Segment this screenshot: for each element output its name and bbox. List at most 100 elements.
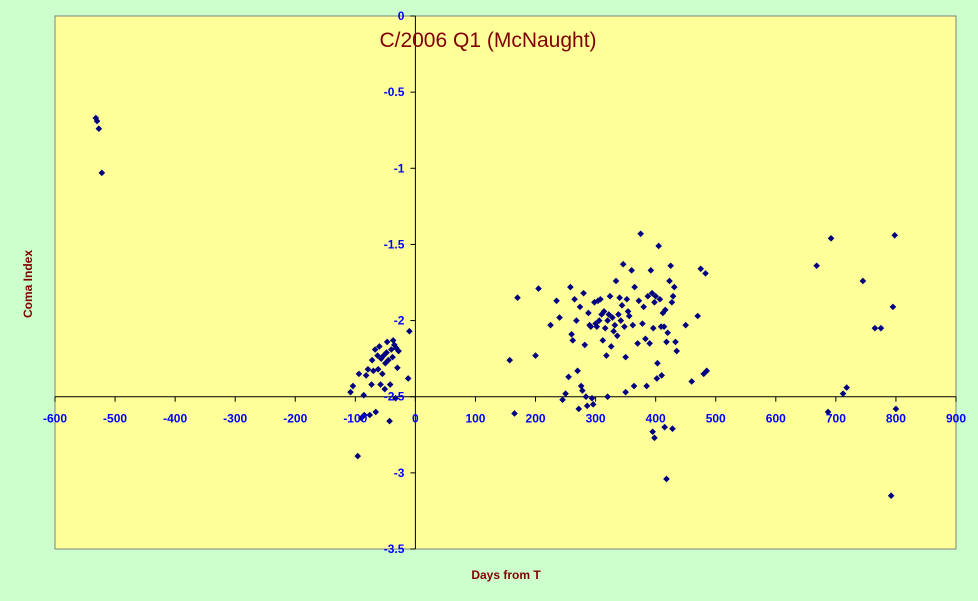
- data-point: [877, 324, 885, 332]
- data-point: [673, 347, 680, 355]
- data-point: [612, 277, 620, 285]
- data-point: [364, 366, 372, 373]
- data-point: [391, 341, 398, 349]
- data-point: [887, 492, 895, 499]
- data-point: [575, 405, 583, 413]
- data-point: [581, 341, 589, 349]
- data-point: [616, 294, 623, 302]
- data-point: [606, 292, 614, 300]
- data-point: [588, 394, 596, 402]
- y-tick-label: -1: [394, 161, 405, 175]
- data-point: [653, 375, 661, 382]
- data-point: [371, 346, 379, 353]
- data-point: [669, 292, 677, 300]
- data-point: [625, 312, 633, 320]
- data-point: [385, 356, 392, 364]
- data-point: [647, 267, 655, 274]
- data-point: [577, 382, 585, 390]
- data-point: [649, 324, 657, 332]
- data-point: [621, 323, 628, 330]
- x-axis-title: Days from T: [471, 568, 541, 582]
- data-point: [672, 338, 679, 346]
- data-point: [688, 378, 696, 385]
- data-point: [697, 265, 705, 273]
- data-point: [569, 337, 577, 344]
- data-point: [703, 367, 711, 375]
- data-point: [576, 303, 584, 311]
- data-point: [617, 317, 625, 324]
- y-tick-label: -0.5: [384, 85, 405, 99]
- data-point: [670, 283, 678, 291]
- data-point: [611, 321, 619, 329]
- data-point: [562, 390, 569, 397]
- data-point: [381, 385, 389, 393]
- plot-area: [54, 15, 957, 550]
- x-tick-label: 0: [412, 412, 419, 426]
- data-point: [392, 344, 400, 352]
- data-point: [648, 289, 656, 297]
- data-point: [366, 411, 374, 419]
- data-point: [629, 321, 637, 329]
- data-point: [605, 311, 613, 318]
- data-point: [347, 388, 354, 396]
- data-point: [631, 283, 638, 291]
- data-point: [599, 337, 607, 344]
- data-point: [386, 417, 393, 425]
- data-point: [354, 452, 362, 460]
- data-point: [640, 303, 647, 311]
- chart-title: C/2006 Q1 (McNaught): [379, 29, 596, 52]
- data-point: [651, 298, 658, 306]
- tick-labels: -600 -500 -400 -300 -200 -100 0 100 200 300 400 500…: [43, 9, 966, 556]
- data-point: [609, 314, 616, 321]
- y-tick-label: -3: [394, 466, 405, 480]
- data-point: [824, 408, 832, 416]
- data-point: [360, 391, 368, 399]
- y-tick-label: 0: [398, 9, 405, 23]
- x-tick-label: 200: [526, 412, 546, 426]
- data-point: [388, 346, 395, 353]
- x-tick-label: 700: [826, 412, 846, 426]
- y-axis-title: Coma Index: [21, 250, 35, 318]
- data-point: [547, 321, 554, 329]
- data-point: [892, 405, 900, 413]
- data-point: [406, 327, 413, 335]
- data-point: [682, 321, 689, 329]
- data-point: [591, 298, 598, 306]
- data-point: [535, 285, 542, 292]
- data-point: [565, 373, 572, 381]
- x-tick-label: -600: [43, 412, 67, 426]
- data-point: [583, 402, 591, 410]
- data-point: [571, 295, 578, 303]
- x-tick-label: -100: [343, 412, 367, 426]
- data-point: [635, 297, 643, 305]
- data-point: [658, 372, 665, 379]
- data-point: [368, 356, 376, 364]
- data-point: [585, 309, 592, 317]
- data-point: [668, 298, 676, 306]
- y-tick-label: -2.5: [384, 390, 405, 404]
- data-point: [619, 260, 627, 268]
- data-point: [372, 408, 380, 416]
- data-point: [389, 353, 396, 361]
- data-point: [579, 387, 586, 394]
- data-point: [95, 125, 103, 132]
- data-point: [597, 295, 604, 303]
- data-point: [386, 381, 394, 388]
- data-point: [623, 295, 631, 303]
- data-point: [622, 353, 629, 361]
- data-point: [374, 352, 381, 359]
- data-point: [593, 323, 601, 330]
- data-point: [556, 314, 563, 321]
- x-tick-label: 800: [886, 412, 906, 426]
- data-point: [634, 340, 641, 347]
- data-point: [694, 312, 702, 320]
- data-point: [643, 382, 650, 390]
- data-point: [843, 384, 850, 391]
- data-point: [663, 475, 670, 483]
- data-point: [639, 320, 646, 327]
- data-point: [630, 382, 638, 390]
- data-point: [377, 381, 384, 388]
- data-point: [395, 347, 402, 355]
- data-point: [355, 370, 363, 378]
- data-point: [580, 289, 587, 297]
